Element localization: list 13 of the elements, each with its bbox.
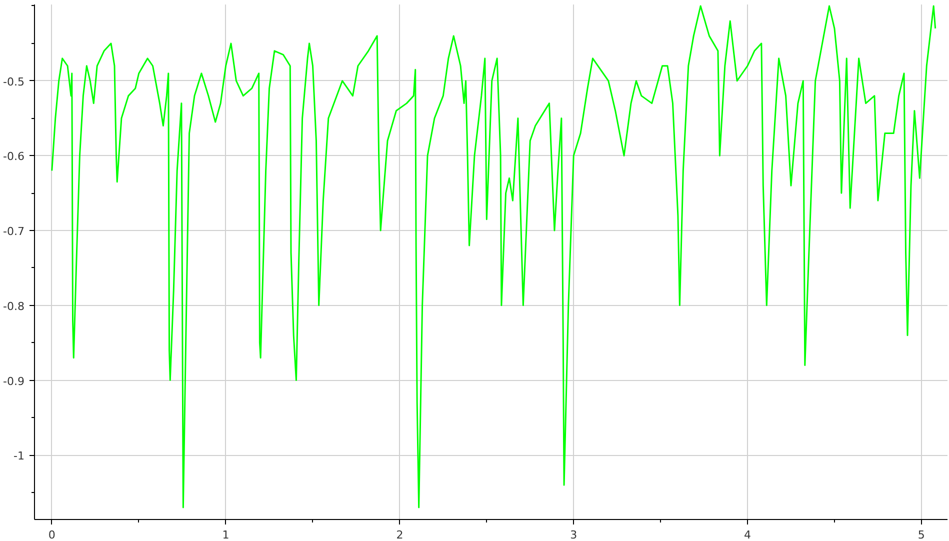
x-tick-label: 2 — [396, 528, 404, 541]
x-tick-label: 5 — [918, 528, 925, 541]
y-tick-label: -1 — [14, 450, 24, 463]
line-series — [51, 5, 936, 508]
x-tick-label: 1 — [222, 528, 230, 541]
x-tick-label: 0 — [48, 528, 56, 541]
y-tick-label: -0.5 — [3, 75, 25, 88]
x-tick-label: 4 — [744, 528, 752, 541]
y-tick-label: -0.9 — [3, 374, 25, 388]
y-tick-label: -0.6 — [3, 150, 25, 164]
y-tick-label: -0.8 — [3, 300, 25, 313]
x-tick-label: 3 — [570, 528, 578, 541]
y-tick-label: -0.7 — [3, 225, 25, 238]
